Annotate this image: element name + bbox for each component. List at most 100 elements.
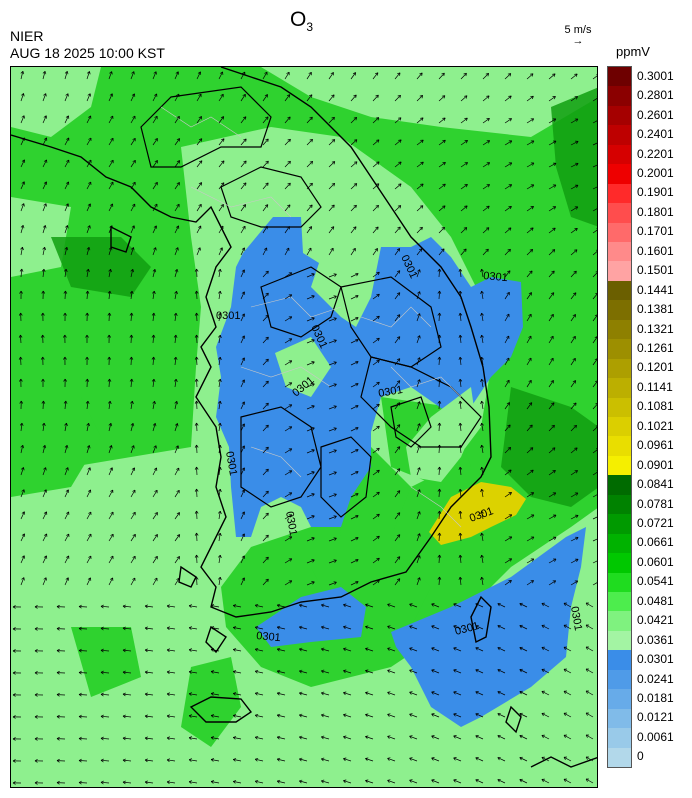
wind-arrow	[86, 577, 91, 586]
wind-arrow-head	[594, 336, 597, 339]
wind-arrow-head	[65, 290, 68, 294]
wind-arrow-head	[153, 290, 156, 295]
wind-arrow-head	[421, 161, 424, 166]
wind-arrow-head	[174, 290, 177, 294]
wind-arrow	[570, 249, 578, 256]
wind-arrow	[218, 555, 221, 564]
wind-arrow-head	[232, 605, 236, 608]
wind-arrow-head	[365, 735, 369, 737]
wind-arrow-head	[122, 671, 126, 675]
wind-arrow-head	[459, 400, 463, 404]
wind-arrow	[20, 423, 23, 432]
wind-arrow	[306, 361, 315, 366]
wind-arrow-head	[265, 336, 269, 339]
wind-arrow-head	[409, 735, 412, 739]
wind-arrow-head	[356, 273, 359, 277]
wind-arrow-head	[377, 183, 380, 187]
wind-arrow	[174, 512, 180, 520]
wind-arrow-head	[312, 515, 315, 519]
wind-arrow-head	[176, 401, 179, 405]
wind-arrow-head	[575, 249, 578, 253]
wind-arrow-head	[409, 691, 412, 695]
wind-arrow	[100, 671, 110, 674]
wind-arrow-head	[219, 422, 222, 427]
wind-arrow	[174, 71, 179, 80]
wind-arrow	[460, 117, 468, 124]
wind-arrow-head	[175, 378, 178, 383]
wind-arrow-head	[12, 672, 16, 675]
wind-arrow-head	[377, 161, 380, 165]
wind-arrow	[475, 779, 484, 784]
wind-arrow-head	[421, 205, 424, 209]
wind-arrow-head	[153, 467, 157, 470]
wind-arrow-head	[34, 758, 38, 762]
wind-arrow	[416, 555, 421, 564]
wind-arrow	[108, 291, 111, 300]
wind-arrow	[174, 93, 180, 102]
wind-arrow-head	[218, 576, 221, 580]
wind-arrow-head	[56, 782, 60, 785]
wind-arrow-head	[554, 140, 557, 144]
wind-arrow-head	[78, 670, 82, 673]
wind-arrow-head	[154, 160, 158, 163]
wind-arrow-head	[365, 757, 369, 759]
wind-arrow-head	[453, 691, 456, 695]
legend-tick-label: 0.0541	[637, 574, 674, 589]
wind-arrow-head	[551, 424, 555, 427]
wind-arrow-head	[218, 422, 221, 426]
wind-arrow-head	[108, 334, 112, 338]
wind-arrow	[372, 469, 380, 476]
wind-arrow	[548, 314, 554, 322]
wind-arrow	[262, 468, 269, 476]
wind-arrow-head	[23, 577, 25, 581]
wind-arrow	[343, 604, 352, 608]
wind-arrow-head	[219, 466, 222, 471]
wind-arrow-head	[355, 117, 358, 121]
wind-arrow	[167, 693, 176, 696]
wind-arrow-head	[321, 648, 324, 652]
wind-arrow-head	[245, 160, 247, 164]
wind-arrow	[526, 227, 534, 234]
wind-arrow-head	[198, 138, 202, 141]
wind-arrow-head	[563, 625, 566, 628]
wind-arrow-head	[481, 510, 484, 514]
wind-arrow	[504, 447, 511, 454]
wind-arrow-head	[265, 380, 269, 383]
wind-arrow-head	[309, 116, 313, 119]
wind-arrow-head	[218, 554, 221, 558]
wind-arrow	[78, 650, 88, 652]
wind-arrow-head	[88, 423, 90, 427]
wind-arrow-head	[409, 757, 413, 759]
wind-arrow-head	[64, 378, 68, 382]
wind-arrow-head	[399, 117, 402, 121]
wind-arrow	[526, 249, 533, 256]
wind-arrow-head	[245, 138, 247, 142]
wind-arrow-head	[131, 71, 135, 74]
wind-arrow	[218, 511, 221, 520]
wind-arrow	[394, 534, 401, 542]
wind-arrow	[86, 423, 90, 432]
wind-arrow	[394, 314, 401, 322]
wind-arrow	[328, 405, 337, 410]
wind-arrow-head	[109, 93, 113, 96]
wind-arrow-head	[365, 692, 368, 695]
wind-arrow-head	[333, 383, 337, 385]
wind-arrow-head	[34, 604, 38, 608]
wind-arrow-head	[290, 404, 293, 408]
wind-arrow	[321, 714, 330, 718]
wind-arrow	[459, 269, 462, 278]
wind-arrow	[218, 489, 221, 498]
wind-arrow	[130, 291, 133, 300]
wind-arrow-head	[129, 378, 133, 382]
wind-arrow-head	[110, 555, 114, 558]
wind-arrow	[145, 671, 154, 674]
wind-arrow	[78, 694, 88, 696]
wind-arrow-head	[218, 268, 221, 272]
wind-arrow-head	[387, 626, 390, 629]
wind-arrow	[394, 183, 402, 190]
wind-arrow-head	[458, 554, 461, 558]
wind-arrow	[438, 422, 440, 432]
wind-arrow	[343, 670, 352, 674]
wind-arrow-head	[377, 492, 380, 496]
legend-swatch	[608, 164, 631, 185]
